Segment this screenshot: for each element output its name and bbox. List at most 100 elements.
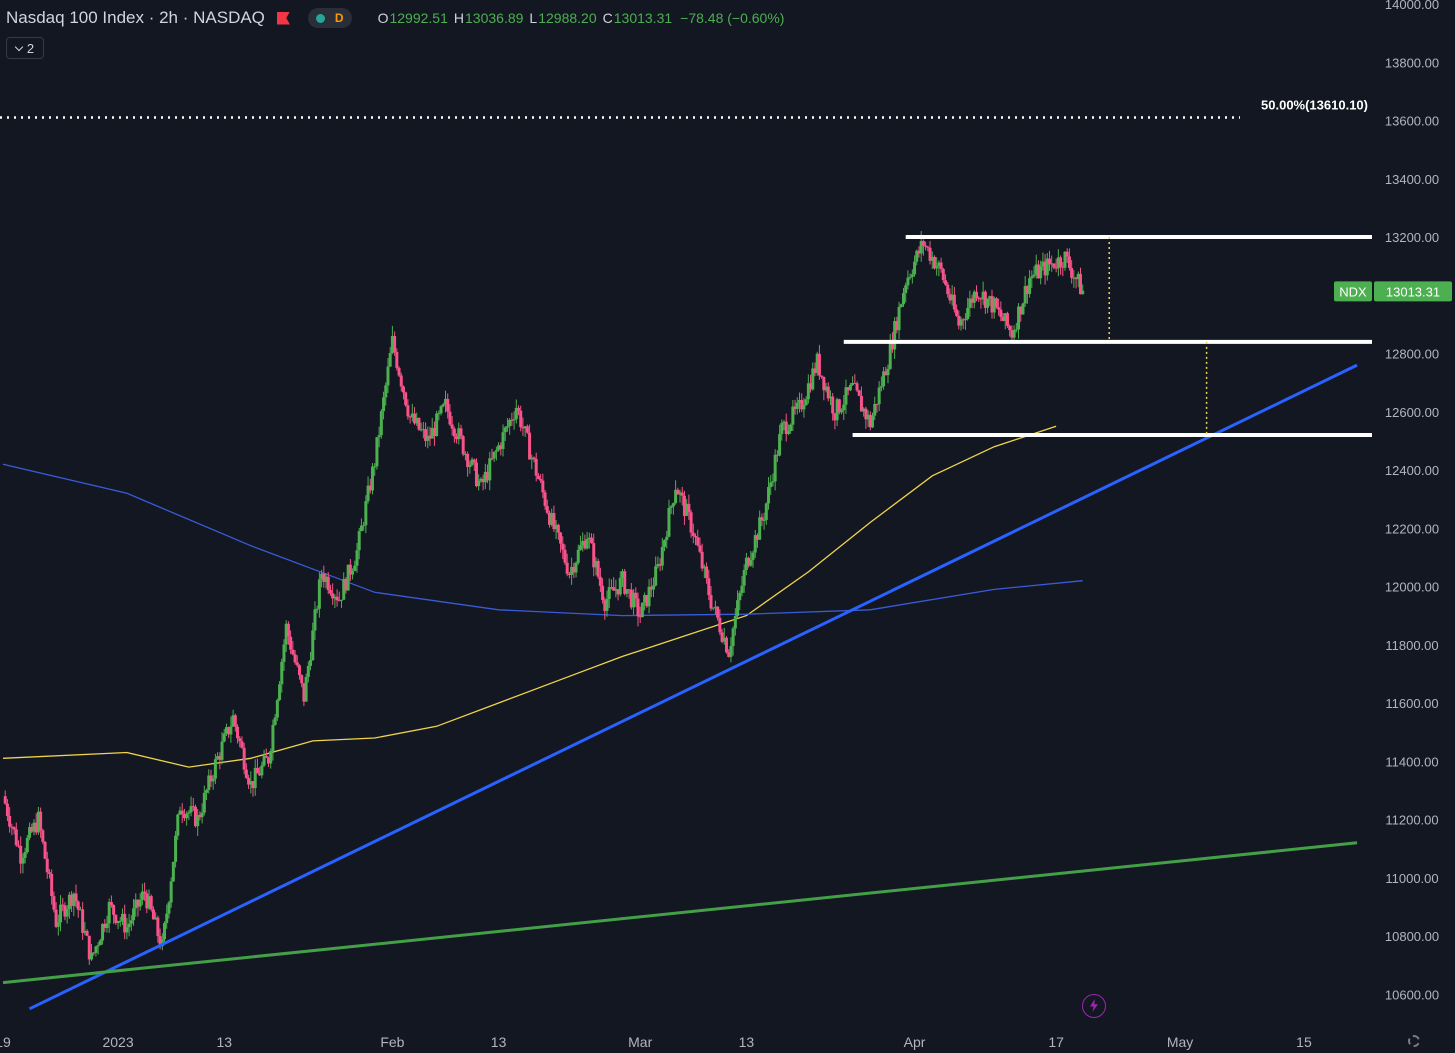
candle-body xyxy=(1034,264,1038,275)
candle-body xyxy=(877,387,881,405)
candle-body xyxy=(1072,277,1076,279)
candle-body xyxy=(669,506,673,508)
candle-body xyxy=(674,489,678,504)
candle-body xyxy=(786,431,790,434)
candle-body xyxy=(406,405,410,417)
candle-body xyxy=(275,700,279,718)
candle-body xyxy=(999,309,1003,317)
candle-body xyxy=(913,261,917,275)
candle-body xyxy=(981,291,985,300)
market-status-pill[interactable]: D xyxy=(307,8,352,28)
candle-body xyxy=(601,585,605,601)
candle-body xyxy=(826,386,830,399)
candle-body xyxy=(368,485,372,491)
candle-body xyxy=(242,747,246,770)
candle-body xyxy=(317,579,321,609)
candle-body xyxy=(576,549,580,563)
candle-body xyxy=(1070,267,1074,278)
candle-body xyxy=(970,298,974,303)
candle-body xyxy=(959,319,963,326)
candle-body xyxy=(957,315,961,326)
y-tick-label: 12400.00 xyxy=(1385,463,1439,478)
candle-body xyxy=(828,396,832,399)
candle-body xyxy=(528,432,532,460)
candle-body xyxy=(284,623,288,645)
candle-body xyxy=(154,917,158,920)
candle-body xyxy=(446,398,450,412)
indicators-toggle-button[interactable]: 2 xyxy=(6,37,44,59)
candle-body xyxy=(517,407,521,411)
candle-body xyxy=(862,408,866,412)
candle-body xyxy=(694,536,698,538)
candle-body xyxy=(1036,264,1040,279)
candle-body xyxy=(70,894,74,907)
candle-body xyxy=(271,724,275,751)
candle-body xyxy=(185,813,189,819)
candle-body xyxy=(463,453,467,455)
candle-body xyxy=(278,684,282,701)
candle-body xyxy=(689,512,693,533)
candle-body xyxy=(835,399,839,421)
candle-body xyxy=(935,266,939,269)
candle-body xyxy=(483,471,487,483)
y-tick-label: 12000.00 xyxy=(1385,580,1439,595)
candle-body xyxy=(552,513,556,530)
candle-body xyxy=(820,375,824,377)
candle-body xyxy=(640,602,644,618)
candle-body xyxy=(85,930,89,936)
candle-body xyxy=(176,814,180,836)
last-price-box xyxy=(1374,281,1452,302)
candle-body xyxy=(76,901,80,910)
candle-body xyxy=(377,435,381,438)
candle-body xyxy=(395,351,399,368)
candle-body xyxy=(1010,330,1014,338)
candle-body xyxy=(917,250,921,254)
candle-body xyxy=(444,398,447,405)
candle-body xyxy=(357,531,361,551)
candle-body xyxy=(625,589,629,594)
candle-body xyxy=(326,576,330,591)
candle-body xyxy=(1032,274,1036,277)
candle-body xyxy=(216,756,220,760)
high-value: 13036.89 xyxy=(465,10,524,26)
candle-body xyxy=(705,566,709,579)
candle-body xyxy=(1052,263,1056,268)
candle-body xyxy=(886,368,890,376)
low-value: 12988.20 xyxy=(538,10,597,26)
candle-body xyxy=(671,503,675,507)
candle-body xyxy=(784,421,788,434)
y-tick-label: 13800.00 xyxy=(1385,55,1439,70)
candle-body xyxy=(946,284,950,295)
candle-body xyxy=(736,600,740,616)
candle-body xyxy=(264,755,268,758)
y-tick-label: 13400.00 xyxy=(1385,172,1439,187)
symbol-title[interactable]: Nasdaq 100 Index · 2h · NASDAQ xyxy=(6,8,265,27)
candle-body xyxy=(1017,306,1021,330)
candle-body xyxy=(645,595,649,607)
fib-level-label: 50.00%(13610.10) xyxy=(1261,98,1368,113)
candle-body xyxy=(1008,325,1012,331)
candle-body xyxy=(191,806,195,808)
candle-body xyxy=(67,894,71,910)
candle-body xyxy=(718,617,722,633)
x-tick-label: 13 xyxy=(491,1034,507,1050)
candle-body xyxy=(543,492,547,506)
candle-body xyxy=(837,399,841,413)
candle-body xyxy=(1005,313,1009,326)
candle-body xyxy=(370,466,374,491)
candle-body xyxy=(103,924,107,928)
candle-body xyxy=(36,811,40,833)
candle-body xyxy=(342,578,346,600)
candle-body xyxy=(494,450,498,452)
chart-settings-button[interactable] xyxy=(1405,1032,1423,1050)
candle-body xyxy=(997,307,1001,310)
candle-body xyxy=(782,421,786,424)
candle-body xyxy=(490,458,494,460)
flag-icon[interactable] xyxy=(277,12,290,25)
candle-body xyxy=(123,913,127,933)
candle-body xyxy=(1061,266,1065,268)
candle-body xyxy=(448,411,452,425)
replay-bolt-button[interactable] xyxy=(1082,994,1106,1018)
candle-body xyxy=(218,756,222,760)
